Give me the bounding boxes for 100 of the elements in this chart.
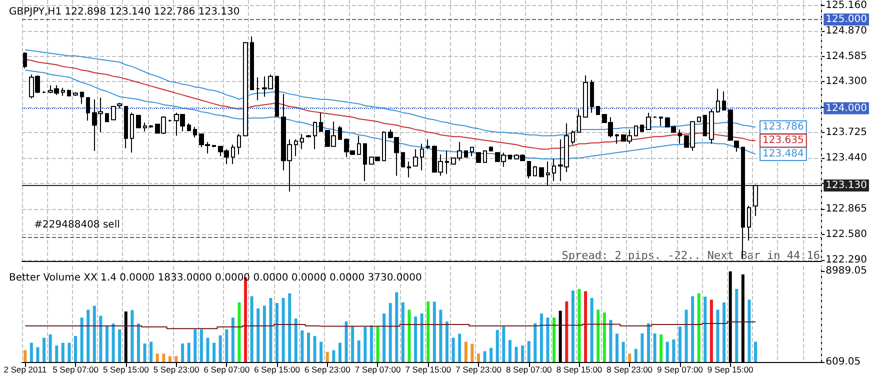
candlestick [124, 106, 128, 149]
candlestick [250, 36, 254, 90]
candlestick [716, 88, 720, 114]
candlestick [187, 122, 191, 132]
x-tick-label: 9 Sep 07:00 [657, 364, 704, 374]
candlestick [86, 97, 90, 122]
x-tick-label: 7 Sep 15:00 [405, 364, 452, 374]
ref-line-label: 125.000 [826, 14, 868, 26]
candlestick [470, 146, 474, 157]
x-tick-label: 6 Sep 07:00 [204, 364, 250, 374]
candlestick [212, 145, 216, 148]
y-tick-label: 123.440 [826, 152, 868, 164]
candlestick [489, 146, 493, 152]
ref-line-label: 124.000 [826, 102, 868, 114]
candlestick [728, 110, 733, 141]
candlestick [546, 161, 550, 186]
candlestick [722, 90, 726, 111]
candlestick [256, 76, 260, 101]
candlestick [306, 134, 311, 138]
x-tick-label: 8 Sep 23:00 [606, 364, 653, 374]
y-tick-label: 125.160 [826, 0, 868, 11]
x-tick-label: 5 Sep 15:00 [102, 364, 150, 374]
x-tick-label: 8 Sep 15:00 [556, 364, 602, 374]
candlestick [734, 140, 739, 152]
y-tick-label: 124.870 [826, 26, 868, 37]
data-label: 123.484 [762, 148, 804, 160]
text: Better Volume XX 1.4 0.0000 1833.0000 0.0000 0.0000 0.0000 0.0000 3730.0000 [9, 272, 422, 284]
candlestick [357, 135, 361, 155]
candlestick [659, 116, 663, 127]
y-tick-label: 123.725 [826, 127, 868, 138]
candlestick [237, 133, 241, 155]
candlestick [363, 143, 367, 182]
candlestick [243, 42, 248, 136]
candlestick [130, 112, 134, 154]
y-tick-label: 609.05 [826, 356, 861, 368]
candlestick [426, 138, 430, 150]
x-tick-label: 9 Sep 15:00 [707, 364, 754, 374]
line-series [24, 58, 756, 150]
candlestick [476, 152, 481, 163]
candlestick [583, 74, 588, 118]
candlestick [401, 152, 405, 168]
candlestick [615, 133, 619, 144]
candlestick [313, 121, 317, 150]
text: GBPJPY,H1 122.898 123.140 122.786 123.130 [9, 6, 240, 18]
candlestick [527, 161, 531, 179]
candlestick [747, 205, 751, 241]
candlestick [143, 122, 147, 132]
candlestick [445, 150, 449, 174]
candlestick [753, 184, 758, 216]
x-tick-label: 6 Sep 23:00 [304, 364, 351, 374]
candlestick [407, 161, 411, 178]
x-tick-label: 7 Sep 23:00 [456, 364, 502, 374]
candlestick [61, 87, 65, 96]
line-series [24, 49, 756, 136]
data-label: 123.786 [762, 122, 804, 133]
candlestick [552, 158, 556, 182]
candlestick [105, 113, 109, 122]
x-tick-label: 7 Sep 07:00 [354, 364, 401, 374]
line-series [24, 70, 756, 160]
candlestick [294, 138, 298, 157]
candlestick [533, 165, 537, 176]
candlestick [577, 108, 581, 133]
x-tick-label: 2 Sep 2011 [4, 364, 47, 374]
y-tick-label: 124.300 [826, 76, 868, 88]
candlestick [23, 52, 27, 69]
candlestick [193, 126, 197, 138]
y-tick-label: 124.585 [826, 50, 868, 62]
candlestick [483, 150, 487, 163]
x-tick-label: 5 Sep 23:00 [153, 364, 200, 374]
candlestick [149, 124, 153, 128]
candlestick [590, 79, 594, 114]
annotation: #229488408 sell [34, 219, 120, 230]
candlestick [67, 89, 71, 96]
y-tick-label: 8989.05 [826, 266, 868, 277]
candlestick [117, 102, 122, 109]
candlestick [275, 76, 279, 117]
candlestick [111, 106, 116, 120]
candlestick [319, 112, 323, 132]
candlestick [646, 112, 651, 130]
candlestick [571, 130, 575, 146]
candlestick [300, 133, 304, 150]
ref-line-label: 123.130 [826, 180, 868, 191]
candlestick [136, 114, 141, 128]
candlestick [678, 129, 682, 144]
y-tick-label: 122.865 [826, 203, 868, 214]
candlestick [709, 108, 714, 144]
candlestick [73, 92, 78, 96]
candlestick [539, 167, 544, 178]
candlestick [697, 116, 701, 122]
x-tick-label: 5 Sep 07:00 [52, 364, 99, 374]
candlestick [231, 144, 235, 165]
candlestick [338, 126, 342, 140]
data-label: 123.635 [762, 135, 804, 146]
candlestick [382, 130, 386, 162]
candlestick [596, 106, 600, 115]
x-tick-label: 8 Sep 07:00 [506, 364, 552, 374]
candlestick [640, 124, 644, 132]
candlestick [634, 126, 638, 136]
candlestick [464, 150, 468, 158]
candlestick [80, 92, 84, 104]
